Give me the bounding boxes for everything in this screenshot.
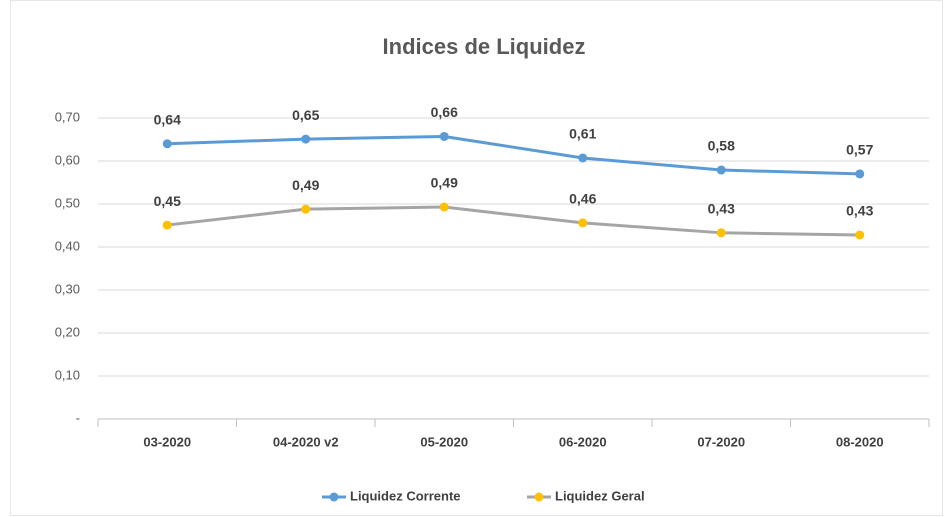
y-tick-label: -	[76, 410, 80, 425]
chart-title: Indices de Liquidez	[383, 34, 586, 59]
legend-label: Liquidez Geral	[555, 488, 645, 503]
y-tick-label: 0,70	[55, 109, 80, 124]
data-label: 0,49	[431, 175, 458, 191]
data-label: 0,43	[708, 201, 735, 217]
y-tick-label: 0,40	[55, 238, 80, 253]
data-label: 0,45	[154, 193, 181, 209]
x-tick-label: 03-2020	[143, 434, 191, 449]
data-label: 0,66	[431, 104, 458, 120]
data-point	[716, 228, 726, 238]
data-label: 0,64	[154, 112, 181, 128]
data-point	[301, 134, 311, 144]
data-label: 0,65	[292, 107, 319, 123]
series-line	[167, 205, 860, 237]
x-tick-label: 05-2020	[420, 434, 468, 449]
y-tick-label: 0,50	[55, 195, 80, 210]
y-tick-label: 0,20	[55, 324, 80, 339]
data-point	[162, 139, 172, 149]
data-label: 0,49	[292, 177, 319, 193]
data-point	[716, 165, 726, 175]
data-point	[162, 220, 172, 230]
x-tick-label: 07-2020	[697, 434, 745, 449]
y-tick-label: 0,30	[55, 281, 80, 296]
data-label: 0,57	[846, 142, 873, 158]
data-point	[855, 230, 865, 240]
legend-marker	[534, 492, 544, 502]
series-line	[167, 134, 860, 176]
x-tick-label: 06-2020	[559, 434, 607, 449]
y-tick-label: 0,60	[55, 152, 80, 167]
legend-label: Liquidez Corrente	[350, 488, 461, 503]
data-point	[578, 218, 588, 228]
data-point	[578, 153, 588, 163]
data-point	[439, 131, 449, 141]
legend-marker	[329, 492, 339, 502]
data-label: 0,46	[569, 191, 596, 207]
data-point	[855, 169, 865, 179]
data-label: 0,58	[708, 138, 735, 154]
y-tick-label: 0,10	[55, 367, 80, 382]
data-label: 0,43	[846, 203, 873, 219]
chart-border	[10, 0, 943, 516]
x-tick-label: 04-2020 v2	[273, 434, 339, 449]
x-tick-label: 08-2020	[836, 434, 884, 449]
data-label: 0,61	[569, 126, 596, 142]
data-point	[439, 202, 449, 212]
data-point	[301, 204, 311, 214]
